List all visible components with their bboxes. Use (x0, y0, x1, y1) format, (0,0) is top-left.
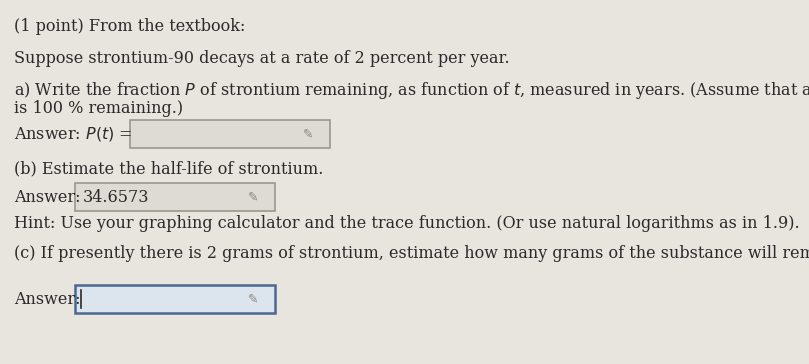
Text: Answer: $P(t)$ =: Answer: $P(t)$ = (14, 125, 133, 143)
Text: (c) If presently there is 2 grams of strontium, estimate how many grams of the s: (c) If presently there is 2 grams of str… (14, 245, 809, 262)
Text: ✎: ✎ (248, 293, 258, 305)
FancyBboxPatch shape (130, 120, 330, 148)
Text: Answer:: Answer: (14, 290, 81, 308)
Text: (b) Estimate the half-life of strontium.: (b) Estimate the half-life of strontium. (14, 160, 324, 177)
Text: a) Write the fraction $P$ of strontium remaining, as function of $t$, measured i: a) Write the fraction $P$ of strontium r… (14, 80, 809, 101)
FancyBboxPatch shape (75, 285, 275, 313)
Text: is 100 % remaining.): is 100 % remaining.) (14, 100, 183, 117)
Text: ✎: ✎ (248, 190, 258, 203)
Text: ✎: ✎ (303, 127, 313, 141)
Text: Hint: Use your graphing calculator and the trace function. (Or use natural logar: Hint: Use your graphing calculator and t… (14, 215, 799, 232)
Text: 34.6573: 34.6573 (83, 189, 150, 206)
FancyBboxPatch shape (75, 183, 275, 211)
Text: Suppose strontium-90 decays at a rate of 2 percent per year.: Suppose strontium-90 decays at a rate of… (14, 50, 510, 67)
Text: Answer:: Answer: (14, 189, 81, 206)
Text: (1 point) From the textbook:: (1 point) From the textbook: (14, 18, 245, 35)
